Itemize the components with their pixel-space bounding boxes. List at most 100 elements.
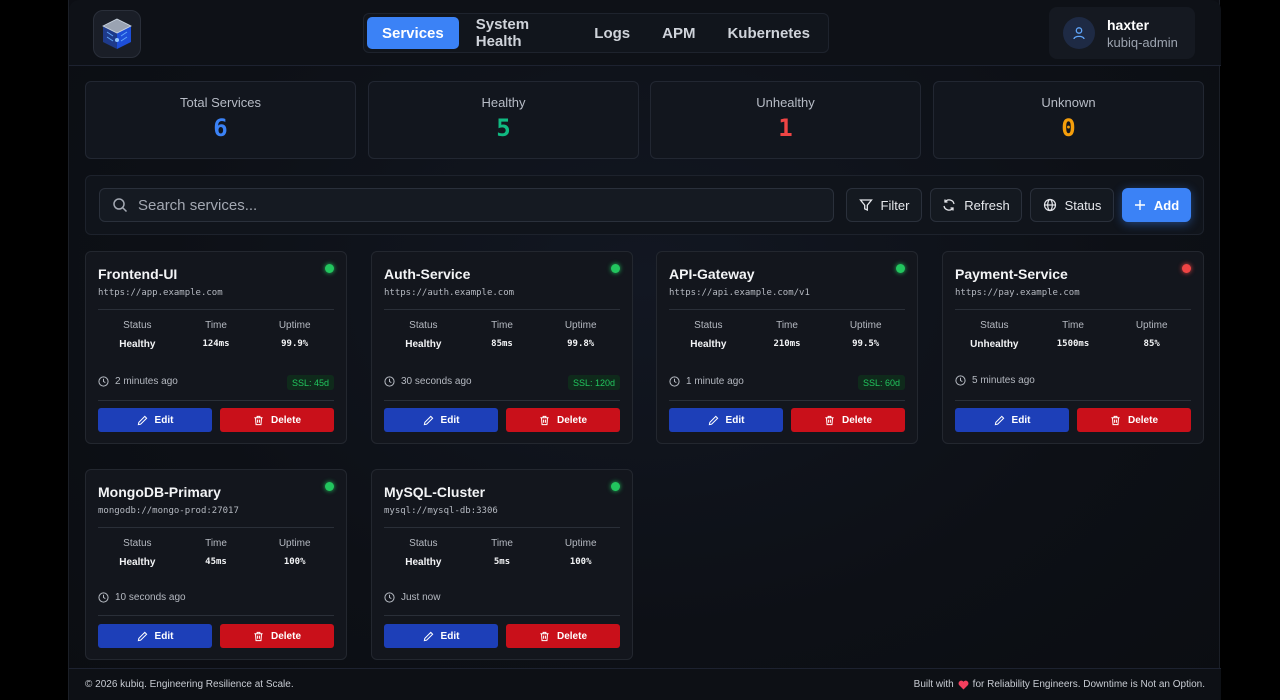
service-url: https://app.example.com xyxy=(98,288,223,298)
metric-label: Uptime xyxy=(849,320,882,331)
metric-status: Status Healthy xyxy=(98,320,177,350)
metric-value: 100% xyxy=(569,557,592,567)
edit-button[interactable]: Edit xyxy=(98,408,212,432)
edit-label: Edit xyxy=(154,414,174,426)
app-frame: Services System Health Logs APM Kubernet… xyxy=(68,0,1221,700)
edit-button[interactable]: Edit xyxy=(98,624,212,648)
metric-status: Status Healthy xyxy=(384,538,463,568)
metric-status: Status Healthy xyxy=(669,320,748,350)
status-indicator-dot xyxy=(896,264,905,273)
last-checked-text: 5 minutes ago xyxy=(972,375,1035,386)
service-card: MySQL-Cluster mysql://mysql-db:3306 Status… xyxy=(371,469,633,660)
metric-value: 85ms xyxy=(491,339,513,349)
service-name: MongoDB-Primary xyxy=(98,484,221,500)
metric-label: Uptime xyxy=(564,320,597,331)
delete-button[interactable]: Delete xyxy=(506,624,620,648)
last-checked-text: 30 seconds ago xyxy=(401,376,472,387)
delete-button[interactable]: Delete xyxy=(506,408,620,432)
trash-icon xyxy=(825,415,834,425)
refresh-button[interactable]: Refresh xyxy=(930,188,1022,222)
last-checked: 30 seconds ago xyxy=(384,376,472,387)
metric-label: Status xyxy=(409,538,438,549)
clock-icon xyxy=(384,592,395,603)
service-card: MongoDB-Primary mongodb://mongo-prod:2701… xyxy=(85,469,347,660)
last-checked-text: 2 minutes ago xyxy=(115,376,178,387)
service-name: API-Gateway xyxy=(669,266,755,282)
metric-label: Status xyxy=(123,320,152,331)
card-divider xyxy=(98,527,334,528)
stat-unknown: Unknown 0 xyxy=(933,81,1204,159)
last-checked: Just now xyxy=(384,592,440,603)
tab-logs[interactable]: Logs xyxy=(594,24,631,42)
status-indicator-dot xyxy=(611,482,620,491)
stat-value: 6 xyxy=(213,114,228,142)
status-indicator-dot xyxy=(611,264,620,273)
edit-label: Edit xyxy=(440,630,460,642)
metric-label: Time xyxy=(491,538,513,549)
metric-status: Status Unhealthy xyxy=(955,320,1034,350)
last-checked-text: Just now xyxy=(401,592,441,603)
add-label: Add xyxy=(1153,197,1180,213)
edit-label: Edit xyxy=(440,414,460,426)
delete-button[interactable]: Delete xyxy=(791,408,905,432)
pencil-icon xyxy=(423,415,433,425)
metric-value: 99.8% xyxy=(567,339,595,349)
last-checked-text: 10 seconds ago xyxy=(115,592,186,603)
edit-button[interactable]: Edit xyxy=(669,408,783,432)
tab-services[interactable]: Services xyxy=(367,17,459,49)
edit-label: Edit xyxy=(725,414,745,426)
metric-value: 85% xyxy=(1143,339,1160,349)
tab-system-health[interactable]: System Health xyxy=(475,16,530,50)
edit-button[interactable]: Edit xyxy=(384,624,498,648)
last-checked: 5 minutes ago xyxy=(955,375,1035,386)
metric-value: 1500ms xyxy=(1056,339,1090,349)
filter-label: Filter xyxy=(880,197,910,213)
tab-apm[interactable]: APM xyxy=(662,24,696,42)
service-card: Frontend-UI https://app.example.com Status… xyxy=(85,251,347,444)
edit-button[interactable]: Edit xyxy=(384,408,498,432)
delete-button[interactable]: Delete xyxy=(220,624,334,648)
user-menu[interactable]: haxter kubiq-admin xyxy=(1049,7,1195,59)
metric-uptime: Uptime 99.9% xyxy=(255,320,334,350)
search-input[interactable] xyxy=(138,196,818,214)
heart-icon xyxy=(958,680,969,690)
pencil-icon xyxy=(137,631,147,641)
metric-label: Time xyxy=(491,320,513,331)
metric-uptime: Uptime 99.5% xyxy=(826,320,905,350)
service-card: API-Gateway https://api.example.com/v1 Sta… xyxy=(656,251,918,444)
filter-button[interactable]: Filter xyxy=(846,188,922,222)
card-divider xyxy=(669,309,905,310)
user-name: haxter xyxy=(1107,16,1150,33)
main-nav: Services System Health Logs APM Kubernet… xyxy=(363,13,829,53)
last-checked-text: 1 minute ago xyxy=(686,376,744,387)
metric-status: Status Healthy xyxy=(98,538,177,568)
add-service-button[interactable]: Add xyxy=(1122,188,1191,222)
clock-icon xyxy=(955,375,966,386)
tab-kubernetes[interactable]: Kubernetes xyxy=(727,24,810,42)
metric-label: Status xyxy=(123,538,152,549)
metric-uptime: Uptime 99.8% xyxy=(541,320,620,350)
search-box xyxy=(99,188,834,222)
metric-label: Uptime xyxy=(564,538,597,549)
service-metrics: Status Healthy Time 210ms Uptime 99.5% xyxy=(669,320,905,350)
metric-value: 99.5% xyxy=(852,339,880,349)
metric-value: 210ms xyxy=(773,339,801,349)
metric-value: Healthy xyxy=(405,557,442,568)
clock-icon xyxy=(98,592,109,603)
metric-label: Time xyxy=(205,320,227,331)
logo[interactable] xyxy=(93,10,141,58)
card-divider xyxy=(98,309,334,310)
last-checked: 2 minutes ago xyxy=(98,376,178,387)
top-bar: Services System Health Logs APM Kubernet… xyxy=(69,0,1221,66)
metric-uptime: Uptime 100% xyxy=(255,538,334,568)
status-button[interactable]: Status xyxy=(1030,188,1114,222)
edit-button[interactable]: Edit xyxy=(955,408,1069,432)
clock-icon xyxy=(98,376,109,387)
delete-button[interactable]: Delete xyxy=(220,408,334,432)
service-url: https://pay.example.com xyxy=(955,288,1080,298)
status-label: Status xyxy=(1064,197,1102,213)
delete-button[interactable]: Delete xyxy=(1077,408,1191,432)
last-checked: 10 seconds ago xyxy=(98,592,186,603)
footer-copyright: © 2026 kubiq. Engineering Resilience at … xyxy=(85,679,294,690)
metric-label: Status xyxy=(980,320,1009,331)
